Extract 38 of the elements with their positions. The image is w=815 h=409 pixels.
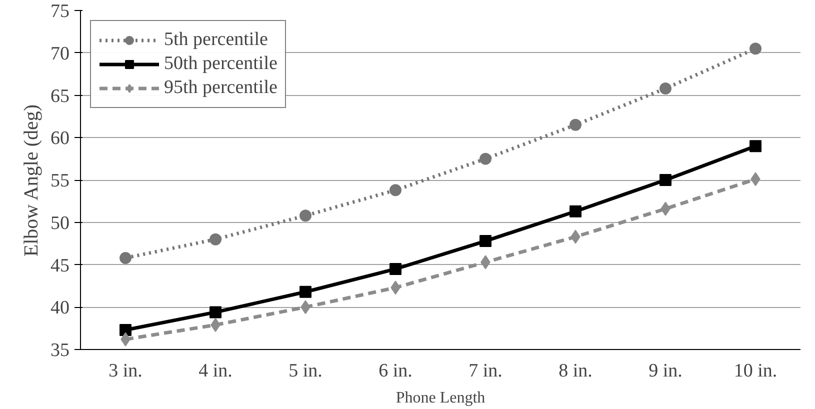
- y-tick-label: 35: [50, 340, 70, 361]
- y-tick-label: 70: [50, 43, 70, 64]
- point: [660, 82, 672, 94]
- point: [480, 152, 492, 165]
- point: [390, 184, 402, 196]
- point: [120, 252, 132, 264]
- y-tick-label: 50: [50, 212, 70, 234]
- x-tick-label: 8 in.: [558, 360, 592, 382]
- legend-label: 50th percentile: [164, 53, 278, 75]
- point: [300, 286, 312, 298]
- point: [300, 210, 312, 222]
- point: [210, 306, 222, 318]
- y-tick-label: 75: [50, 1, 70, 22]
- y-tick-label: 65: [50, 86, 70, 107]
- y-axis-title: Elbow Angle (deg): [20, 104, 42, 257]
- x-tick-label: 10 in.: [734, 360, 778, 382]
- x-tick-label: 3 in.: [108, 360, 142, 382]
- x-tick-label: 9 in.: [648, 360, 682, 382]
- y-tick-label: 45: [50, 255, 70, 276]
- point: [660, 174, 672, 186]
- x-tick-label: 7 in.: [468, 360, 502, 382]
- point: [570, 118, 582, 131]
- point: [390, 262, 402, 275]
- x-tick-label: 4 in.: [198, 360, 232, 382]
- y-tick-label: 60: [50, 128, 70, 150]
- x-tick-label: 6 in.: [378, 360, 412, 382]
- point: [570, 205, 582, 218]
- x-tick-label: 5 in.: [288, 360, 322, 382]
- y-tick-label: 55: [50, 170, 70, 192]
- legend-label: 95th percentile: [164, 77, 278, 99]
- point: [210, 233, 222, 246]
- point: [480, 235, 492, 248]
- point: [120, 324, 132, 336]
- point: [750, 42, 762, 55]
- y-tick-label: 40: [50, 298, 70, 319]
- point: [750, 140, 762, 152]
- legend-label: 5th percentile: [164, 29, 268, 51]
- x-axis-title: Phone Length: [396, 390, 486, 406]
